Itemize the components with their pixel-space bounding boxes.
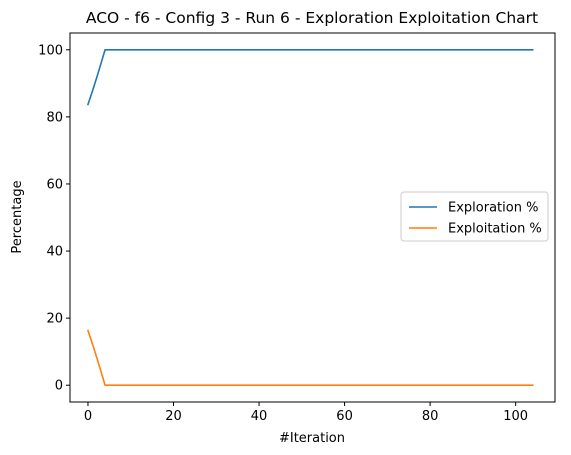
ticks-layer: 0 20 40 60 80 100 0 20 40 60 80 100 (38, 43, 528, 424)
x-tick-label-60: 60 (336, 409, 353, 424)
x-tick-label-100: 100 (503, 409, 528, 424)
x-tick-label-40: 40 (251, 409, 268, 424)
y-tick-label-40: 40 (46, 245, 63, 260)
y-axis-label: Percentage (10, 180, 25, 253)
y-tick-label-0: 0 (55, 379, 63, 394)
y-tick-label-100: 100 (38, 43, 63, 58)
y-tick-label-20: 20 (46, 312, 63, 327)
x-tick-label-0: 0 (84, 409, 92, 424)
chart-title: ACO - f6 - Config 3 - Run 6 - Exploratio… (86, 9, 538, 27)
series-line-exploitation (86, 329, 534, 387)
legend-box (400, 191, 549, 242)
x-axis-label: #Iteration (279, 431, 345, 446)
legend: Exploration % Exploitation % (400, 191, 549, 242)
x-tick-label-80: 80 (422, 409, 439, 424)
legend-label-exploration: Exploration % (448, 201, 538, 216)
y-tick-label-80: 80 (46, 110, 63, 125)
series-layer (86, 48, 534, 387)
x-tick-label-20: 20 (165, 409, 182, 424)
axes-frame (69, 32, 556, 403)
y-tick-label-60: 60 (46, 177, 63, 192)
series-line-exploration (86, 48, 534, 106)
legend-label-exploitation: Exploitation % (448, 222, 542, 237)
